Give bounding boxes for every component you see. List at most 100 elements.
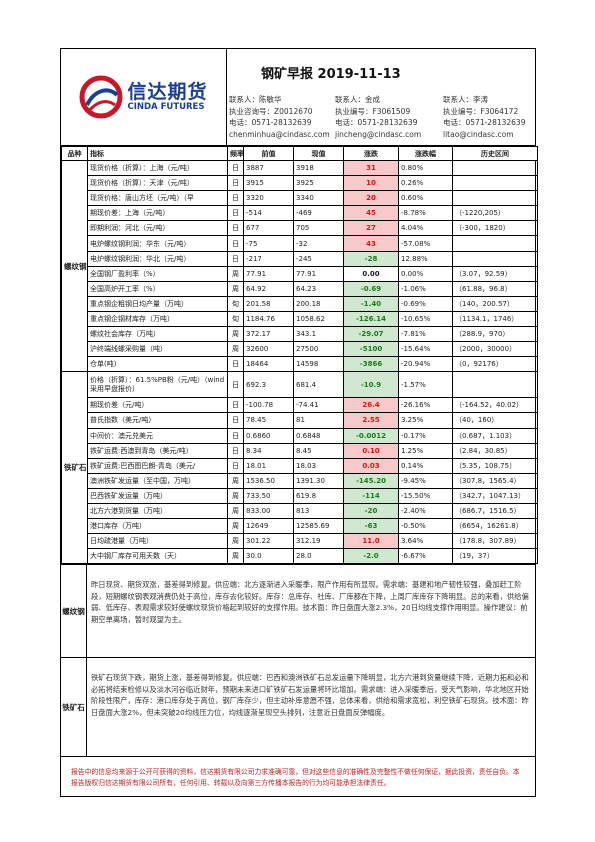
current-value-cell: -469 <box>293 205 344 222</box>
indicator-cell: 期现价差（元/吨） <box>87 397 228 414</box>
current-value-cell: 81 <box>293 412 344 429</box>
table-row: 全国钢厂盈利率（%）周 77.91 77.91 0.00 0.00% （3.07，92.5… <box>62 265 538 282</box>
frequency-cell: 日 <box>227 175 244 192</box>
contact-name: 联系人：金成 <box>335 95 380 104</box>
current-value-cell: -74.41 <box>293 397 344 414</box>
previous-value-cell: 372.17 <box>243 326 294 343</box>
previous-value-cell: 77.91 <box>243 265 294 282</box>
indicator-cell: 澳洲铁矿发运量（至中国，万吨） <box>87 472 228 489</box>
previous-value-cell: 1536.50 <box>243 472 294 489</box>
range-cell <box>452 250 538 267</box>
frequency-cell: 周 <box>227 472 244 489</box>
change-pct-cell: -9.45% <box>398 472 453 489</box>
change-cell: 11.0 <box>343 533 399 550</box>
frequency-cell: 日 <box>227 371 244 399</box>
current-value-cell: 1058.62 <box>293 310 344 328</box>
frequency-cell: 周 <box>227 518 244 535</box>
range-cell <box>452 371 538 399</box>
change-cell: -145.20 <box>343 472 399 489</box>
range-cell: （2000，30000） <box>452 341 538 358</box>
range-cell: （-164.52，40.02） <box>452 397 538 414</box>
contact-block-jin: 联系人：金成 执业编号：F3061509 电话：0571-28132639 ji… <box>335 94 421 140</box>
indicator-cell: 全国高炉开工率（%） <box>87 280 228 297</box>
frequency-cell: 日 <box>227 190 244 207</box>
change-pct-cell: -2.40% <box>398 502 453 520</box>
range-cell: （307.8，1565.4） <box>452 472 538 489</box>
change-cell: 0.03 <box>343 457 399 474</box>
change-cell: -114 <box>343 487 399 504</box>
previous-value-cell: 677 <box>243 220 294 237</box>
previous-value-cell: 78.45 <box>243 412 294 429</box>
logo-english-name: CINDA FUTURES <box>127 101 205 112</box>
change-cell: 26.4 <box>343 397 399 414</box>
current-value-cell: 64.23 <box>293 280 344 297</box>
previous-value-cell: -100.78 <box>243 397 294 414</box>
indicator-cell: 巴西铁矿发运量（万吨） <box>87 487 228 504</box>
frequency-cell: 日 <box>227 457 244 474</box>
range-cell: （0.687，1.103） <box>452 427 538 444</box>
change-pct-cell: 3.25% <box>398 412 453 429</box>
indicator-cell: 普氏指数（美元/吨） <box>87 412 228 429</box>
current-value-cell: 3340 <box>293 190 344 207</box>
table-row: 现货价格（折算）：天津（元/吨）日 3915 3925 10 0.26% <box>62 175 538 192</box>
current-value-cell: 27500 <box>293 341 344 358</box>
range-cell: （686.7，1516.5） <box>452 502 538 520</box>
indicator-cell: 电炉螺纹钢利润：华东（元/吨） <box>87 235 228 252</box>
change-cell: 31 <box>343 159 399 177</box>
change-pct-cell: -0.17% <box>398 427 453 444</box>
frequency-cell: 周 <box>227 502 244 520</box>
table-row: 即期利润：河北（元/吨）日 677 705 27 4.04% （-300，1820） <box>62 220 538 237</box>
current-value-cell: 1391.30 <box>293 472 344 489</box>
change-cell: 10 <box>343 175 399 192</box>
contact-email[interactable]: chenminhua@cindasc.com <box>229 129 330 139</box>
contact-email[interactable]: litao@cindasc.com <box>443 129 514 139</box>
contact-license: 执业编号：F3064172 <box>443 106 519 116</box>
col-header-category: 品种 <box>61 146 88 161</box>
range-cell: （1134.1，1746） <box>452 310 538 328</box>
change-pct-cell: 0.80% <box>398 159 453 177</box>
table-row: 电炉螺纹钢利润：华北（元/吨）日 -217 -245 -28 12.88% <box>62 250 538 267</box>
commentary-category: 铁矿石 <box>61 658 87 757</box>
change-pct-cell: -26.16% <box>398 397 453 414</box>
category-cell: 铁矿石 <box>61 371 88 565</box>
table-row: 现货价格：唐山方坯（元/吨）（早日 3320 3340 20 0.60% <box>62 190 538 207</box>
frequency-cell: 日 <box>227 397 244 414</box>
frequency-cell: 日 <box>227 159 244 177</box>
change-pct-cell: -57.08% <box>398 235 453 252</box>
range-cell: （40，160） <box>452 412 538 429</box>
table-body: 螺纹钢 现货价格（折算）：上海（元/吨）日 3887 3918 31 0.80% 现货价格（… <box>61 159 538 565</box>
frequency-cell: 周 <box>227 280 244 297</box>
frequency-cell: 旬 <box>227 295 244 312</box>
current-value-cell: 77.91 <box>293 265 344 282</box>
change-cell: -0.69 <box>343 280 399 297</box>
current-value-cell: 8.45 <box>293 442 344 459</box>
contact-license: 执业咨询号：Z0012670 <box>229 106 313 116</box>
previous-value-cell: 18.01 <box>243 457 294 474</box>
change-pct-cell: 3.64% <box>398 533 453 550</box>
previous-value-cell: -217 <box>243 250 294 267</box>
logo-mark-icon <box>79 75 123 119</box>
table-row: 全国高炉开工率（%）周 64.92 64.23 -0.69 -1.06% （61.88，9… <box>62 280 538 297</box>
indicator-cell: 北方六港到货量（万吨） <box>87 502 228 520</box>
col-header-previous: 前值 <box>243 146 294 161</box>
previous-value-cell: 692.3 <box>243 371 294 399</box>
indicator-cell: 现货价格（折算）：天津（元/吨） <box>87 175 228 192</box>
current-value-cell: 813 <box>293 502 344 520</box>
current-value-cell: 3918 <box>293 159 344 177</box>
table-row: 澳洲铁矿发运量（至中国，万吨）周 1536.50 1391.30 -145.20 -9.… <box>62 472 538 489</box>
col-header-change: 涨跌 <box>343 146 399 161</box>
previous-value-cell: -514 <box>243 205 294 222</box>
contact-email[interactable]: jincheng@cindasc.com <box>335 129 422 139</box>
indicator-cell: 现货价格：唐山方坯（元/吨）（早 <box>87 190 228 207</box>
change-cell: 27 <box>343 220 399 237</box>
current-value-cell: 200.18 <box>293 295 344 312</box>
current-value-cell: -245 <box>293 250 344 267</box>
indicator-cell: 全国钢厂盈利率（%） <box>87 265 228 282</box>
frequency-cell: 日 <box>227 205 244 222</box>
change-cell: -29.07 <box>343 326 399 343</box>
previous-value-cell: 201.58 <box>243 295 294 312</box>
frequency-cell: 周 <box>227 341 244 358</box>
indicator-cell: 现货价格（折算）：上海（元/吨） <box>87 159 228 177</box>
indicator-cell: 价格（折算）：61.5%PB粉（元/吨）（wind采用早盘报价） <box>87 371 228 399</box>
table-row: 中间价：澳元兑美元日 0.6860 0.6848 -0.0012 -0.17% （0.68… <box>62 427 538 444</box>
